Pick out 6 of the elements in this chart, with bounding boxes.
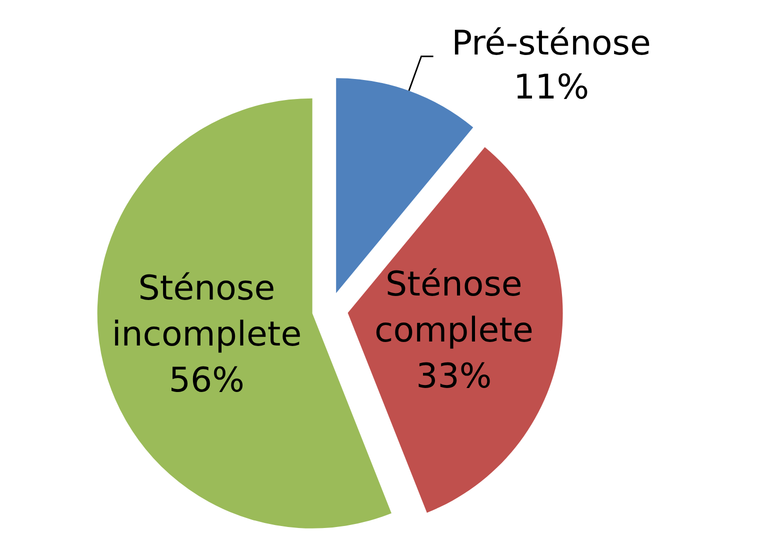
slice-label: Sténose complete: [374, 264, 534, 351]
data-label: 33%: [416, 356, 492, 396]
data-label: 56%: [168, 360, 245, 400]
slice-label: Pré-sténose: [452, 23, 651, 64]
data-label: 11%: [514, 68, 590, 108]
slice-label: Sténose incomplete: [112, 268, 302, 354]
